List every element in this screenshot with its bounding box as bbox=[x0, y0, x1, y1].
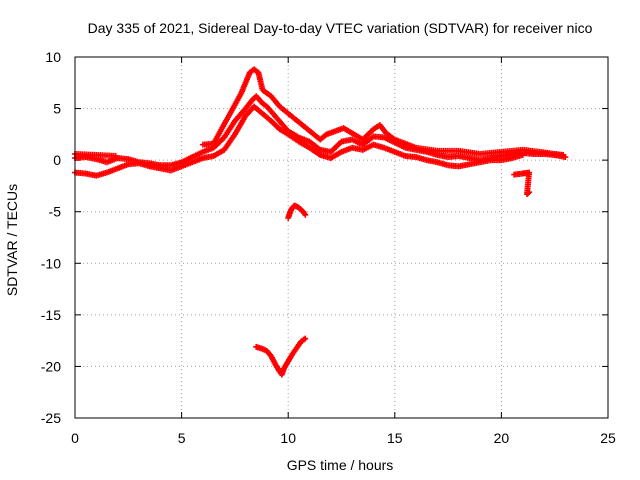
y-tick-label: -25 bbox=[41, 410, 61, 426]
x-tick-label: 15 bbox=[387, 430, 403, 446]
data-point-upper-band bbox=[112, 152, 119, 159]
x-tick-label: 20 bbox=[494, 430, 510, 446]
data-point-upper-band bbox=[560, 151, 567, 158]
y-tick-label: 10 bbox=[45, 49, 61, 65]
tick-labels: 0 5 10 15 20 25 10 5 0 -5 -10 -15 -20 -25 bbox=[41, 49, 616, 446]
y-axis-label: SDTVAR / TECUs bbox=[4, 184, 20, 296]
x-tick-label: 10 bbox=[280, 430, 296, 446]
y-tick-label: 5 bbox=[53, 101, 61, 117]
y-tick-label: -10 bbox=[41, 255, 61, 271]
data-points bbox=[72, 66, 569, 378]
x-axis-label: GPS time / hours bbox=[287, 457, 394, 473]
y-tick-label: 0 bbox=[53, 152, 61, 168]
chart-title: Day 335 of 2021, Sidereal Day-to-day VTE… bbox=[88, 20, 593, 36]
data-point-lower-band bbox=[519, 151, 526, 158]
data-point-dip-fragment bbox=[302, 211, 309, 218]
data-point-v-fragment bbox=[302, 335, 309, 342]
plot-frame bbox=[74, 56, 609, 419]
axis-ticks bbox=[74, 56, 609, 419]
x-tick-label: 25 bbox=[600, 430, 616, 446]
y-tick-label: -15 bbox=[41, 307, 61, 323]
grid-lines bbox=[75, 57, 608, 418]
y-tick-label: -20 bbox=[41, 358, 61, 374]
x-tick-label: 0 bbox=[71, 430, 79, 446]
x-tick-label: 5 bbox=[178, 430, 186, 446]
y-tick-label: -5 bbox=[49, 204, 62, 220]
data-point-late-fragment bbox=[526, 189, 533, 196]
data-point-late-fragment bbox=[525, 190, 532, 197]
